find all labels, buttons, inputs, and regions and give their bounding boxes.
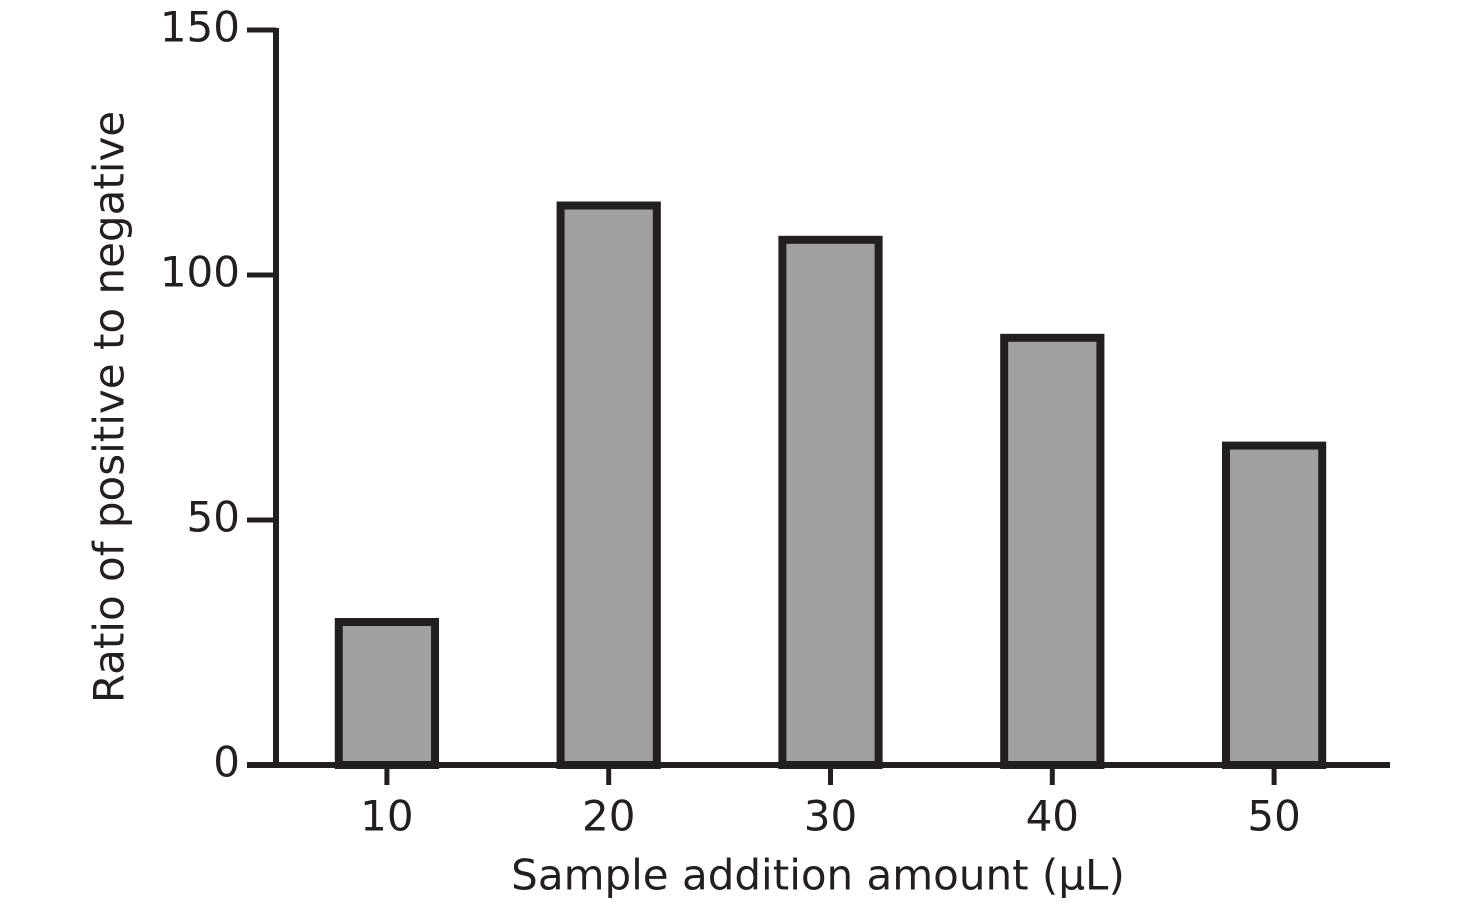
y-tick-label: 0 — [213, 738, 240, 787]
bar — [778, 235, 883, 770]
bar — [1000, 333, 1105, 769]
x-tick-label: 40 — [1026, 792, 1079, 841]
bar — [334, 618, 440, 769]
x-tick-label: 10 — [360, 792, 413, 841]
y-tick-label: 100 — [160, 248, 240, 297]
x-tick-label: 50 — [1247, 792, 1300, 841]
x-tick-label: 20 — [582, 792, 635, 841]
x-axis-label: Sample addition amount (μL) — [511, 851, 1125, 900]
x-tick-label: 30 — [804, 792, 857, 841]
y-axis-label: Ratio of positive to negative — [85, 111, 134, 703]
bar — [556, 201, 661, 769]
y-tick-label: 50 — [187, 493, 240, 542]
bar — [1221, 441, 1327, 769]
y-tick-label: 150 — [160, 3, 240, 52]
